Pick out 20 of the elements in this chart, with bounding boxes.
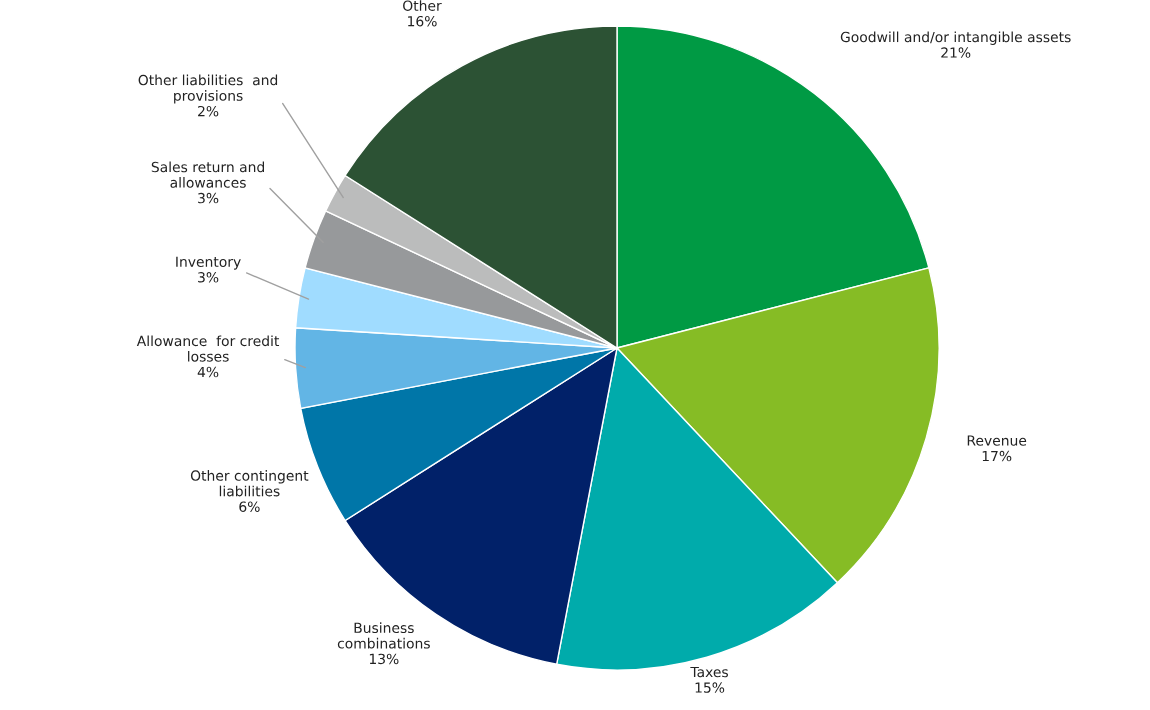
slice-label: Taxes bbox=[690, 666, 728, 678]
data-label: 2% bbox=[198, 105, 219, 117]
slice-label: Business combinations bbox=[337, 622, 430, 649]
slice-label: Revenue bbox=[967, 435, 1027, 446]
data-label: 3% bbox=[198, 192, 219, 204]
data-label: 16% bbox=[408, 15, 437, 27]
slice-label: Allowance for credit losses bbox=[136, 335, 280, 362]
slice-label: Other bbox=[403, 0, 442, 11]
data-label: 13% bbox=[369, 653, 399, 665]
slice-label: Other contingent liabilities bbox=[190, 470, 309, 497]
data-label: 6% bbox=[239, 501, 260, 512]
slice-label: Inventory bbox=[176, 256, 241, 270]
slice-label: Other liabilities and provisions bbox=[138, 74, 278, 104]
slice-label: Sales return and allowances bbox=[151, 161, 264, 188]
slice-label: Goodwill and/or intangible assets bbox=[840, 31, 1071, 45]
data-label: 21% bbox=[941, 47, 971, 58]
data-label: 15% bbox=[695, 682, 725, 693]
data-label: 4% bbox=[197, 366, 219, 378]
data-label: 3% bbox=[198, 272, 219, 283]
data-label: 17% bbox=[982, 450, 1012, 462]
